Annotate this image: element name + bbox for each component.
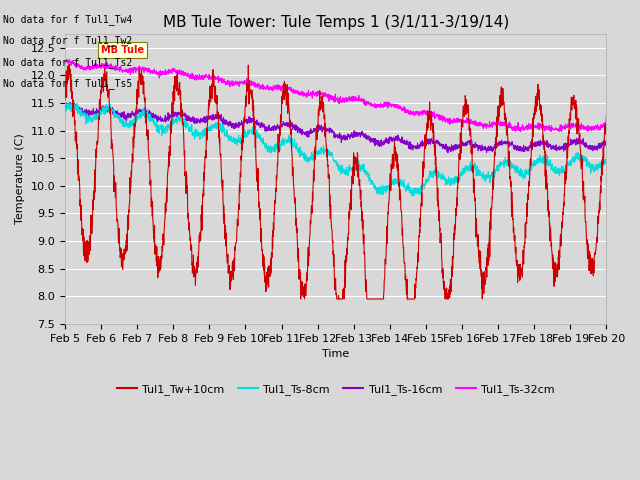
X-axis label: Time: Time [322,349,349,359]
Text: No data for f Tul1_Ts5: No data for f Tul1_Ts5 [3,78,132,89]
Title: MB Tule Tower: Tule Temps 1 (3/1/11-3/19/14): MB Tule Tower: Tule Temps 1 (3/1/11-3/19… [163,15,509,30]
Legend: Tul1_Tw+10cm, Tul1_Ts-8cm, Tul1_Ts-16cm, Tul1_Ts-32cm: Tul1_Tw+10cm, Tul1_Ts-8cm, Tul1_Ts-16cm,… [112,380,559,399]
Text: No data for f Tul1_Tw4: No data for f Tul1_Tw4 [3,13,132,24]
Text: MB Tule: MB Tule [101,45,144,55]
Text: No data for f Tul1_Tw2: No data for f Tul1_Tw2 [3,35,132,46]
Y-axis label: Temperature (C): Temperature (C) [15,133,25,224]
Text: No data for f Tul1_Ts2: No data for f Tul1_Ts2 [3,57,132,68]
